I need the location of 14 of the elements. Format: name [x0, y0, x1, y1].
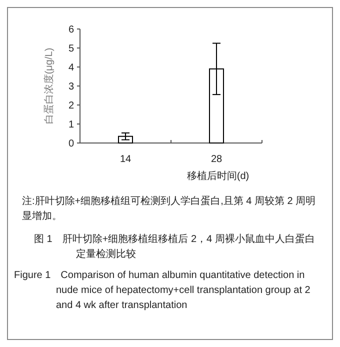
text: 注:肝叶切除+细胞移植组可检测到人学白蛋白,且第 4 周较第 2 周明显增加。 [22, 194, 317, 224]
x-axis-title: 移植后时间(d) [186, 170, 250, 182]
y-tick-label: 0 [68, 138, 74, 150]
caption: 图 1 肝叶切除+细胞移植组移植后 2，4 周裸小鼠血中人白蛋白定量检测比较 [34, 232, 316, 262]
x-tick-label: 14 [120, 154, 132, 165]
y-tick-label: 2 [68, 100, 74, 112]
y-tick-label: 6 [68, 24, 74, 36]
caption: Figure 1 Comparison of human albumin quantitative detection in nude mice of hepatectomy+cell transplantation group at 2 and 4 wk after transplantation [14, 269, 312, 313]
y-tick-label: 5 [68, 44, 74, 54]
y-axis-title: 白蛋白浓度(μg/L) [43, 48, 55, 124]
y-tick-label: 3 [68, 82, 74, 92]
y-tick-label: 1 [68, 120, 74, 130]
x-tick-label: 28 [210, 154, 222, 165]
y-tick-label: 4 [68, 62, 74, 74]
